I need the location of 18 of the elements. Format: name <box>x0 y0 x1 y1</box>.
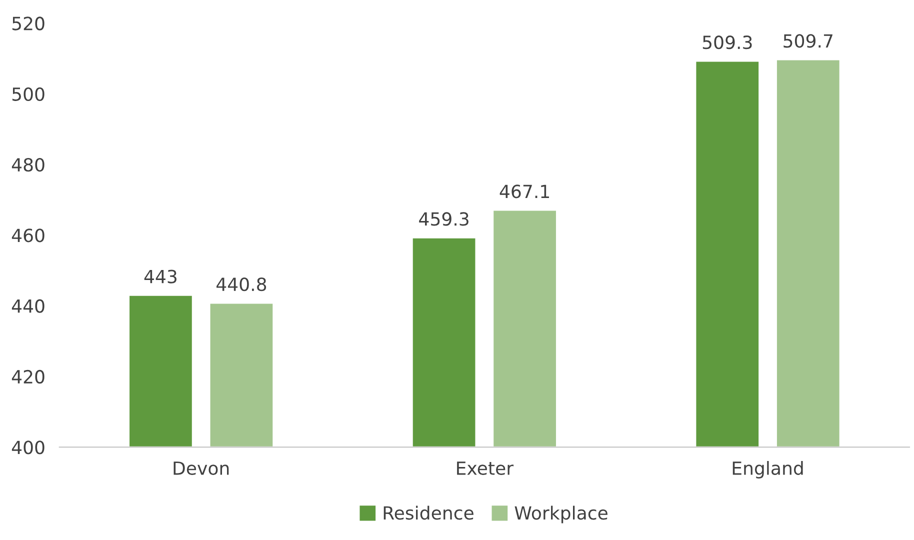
y-tick-label: 460 <box>12 228 44 242</box>
data-label: 509.7 <box>784 34 832 48</box>
y-tick-label: 440 <box>12 299 44 313</box>
y-tick-label: 500 <box>12 87 44 101</box>
x-tick-label: Devon <box>174 462 229 475</box>
legend-label: Workplace <box>514 506 608 524</box>
y-tick-label: 480 <box>12 158 44 172</box>
data-label: 467.1 <box>500 184 549 198</box>
y-tick-label: 420 <box>12 370 44 384</box>
y-tick-label: 400 <box>12 440 44 454</box>
x-tick-label: Exeter <box>457 462 514 475</box>
data-label: 443 <box>144 270 176 284</box>
legend-label: Residence <box>384 506 474 520</box>
x-tick-label: England <box>732 461 803 478</box>
y-tick-label: 520 <box>12 16 44 30</box>
data-label: 440.8 <box>216 278 266 292</box>
data-label: 509.3 <box>702 36 752 50</box>
data-label: 459.3 <box>419 212 468 226</box>
